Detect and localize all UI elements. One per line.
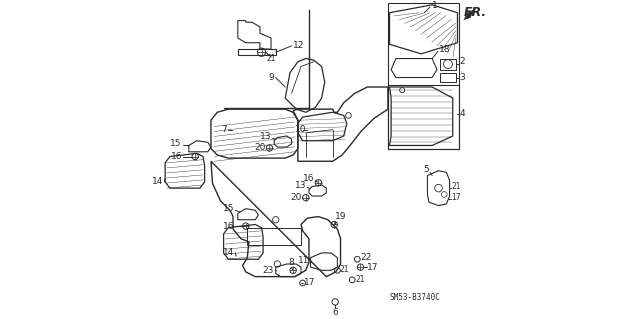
Bar xyxy=(388,85,459,149)
Text: 7: 7 xyxy=(221,125,227,134)
Text: SM53-B3740C: SM53-B3740C xyxy=(390,293,440,302)
Text: 12: 12 xyxy=(293,41,305,50)
Text: 21: 21 xyxy=(451,182,461,191)
Text: 11: 11 xyxy=(298,256,309,265)
Text: 6: 6 xyxy=(332,308,338,317)
Text: 15: 15 xyxy=(223,204,234,212)
Text: 5: 5 xyxy=(423,165,429,174)
Text: 13: 13 xyxy=(260,132,271,141)
Text: 8: 8 xyxy=(288,257,294,266)
Text: 3: 3 xyxy=(460,73,465,82)
Text: 21: 21 xyxy=(266,54,276,63)
Polygon shape xyxy=(464,9,474,20)
Text: 16: 16 xyxy=(171,152,182,161)
Text: 21: 21 xyxy=(355,275,365,284)
Text: 4: 4 xyxy=(460,109,465,118)
Text: 22: 22 xyxy=(360,253,372,262)
Text: 17: 17 xyxy=(303,278,315,287)
Text: 14: 14 xyxy=(223,249,234,257)
Text: 15: 15 xyxy=(170,139,182,148)
Text: 16: 16 xyxy=(223,222,234,231)
Text: 14: 14 xyxy=(152,177,164,186)
Text: 23: 23 xyxy=(263,266,274,275)
Text: FR.: FR. xyxy=(464,6,487,19)
Text: 9: 9 xyxy=(268,73,274,82)
Text: 18: 18 xyxy=(438,45,450,54)
Text: 16: 16 xyxy=(303,174,315,183)
Text: 19: 19 xyxy=(335,212,347,221)
Text: 2: 2 xyxy=(460,57,465,66)
Text: 21: 21 xyxy=(340,265,349,274)
Text: 20: 20 xyxy=(254,144,266,152)
Text: 20: 20 xyxy=(291,193,301,202)
Text: 17: 17 xyxy=(451,193,461,202)
Text: 10: 10 xyxy=(295,125,307,134)
Text: 1: 1 xyxy=(432,1,438,10)
Text: 17: 17 xyxy=(367,263,379,272)
Text: 13: 13 xyxy=(295,181,307,190)
Bar xyxy=(388,3,459,149)
